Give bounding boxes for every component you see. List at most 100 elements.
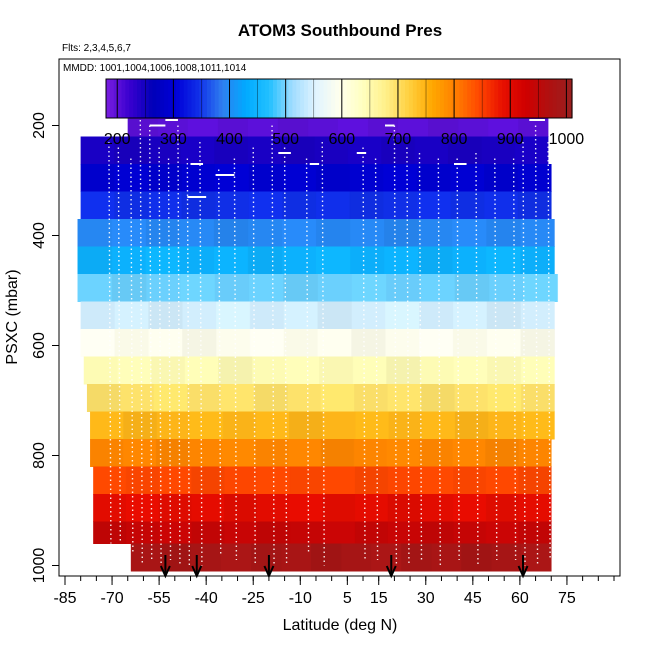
colorbar-cell (319, 79, 325, 118)
band-cell (255, 411, 290, 440)
band-cell (315, 246, 351, 275)
heatmap-band (80, 136, 549, 165)
colorbar-cell (137, 79, 142, 118)
band-cell (350, 219, 385, 247)
colorbar-cell (529, 79, 534, 118)
colorbar-cell (191, 79, 196, 118)
band-cell (367, 114, 399, 137)
y-tick-label: 600 (31, 332, 48, 359)
colorbar-cell (366, 79, 371, 118)
colorbar-cell (335, 79, 340, 118)
band-cell (248, 274, 284, 302)
colorbar-cell (280, 79, 286, 118)
band-cell (287, 384, 322, 412)
colorbar-cell (459, 79, 464, 118)
colorbar-cell (257, 79, 262, 118)
band-cell (520, 219, 555, 247)
colorbar-cell (331, 79, 336, 118)
band-cell (523, 274, 559, 302)
heatmap-band (77, 274, 559, 302)
y-tick-label: 200 (31, 112, 48, 139)
band-cell (285, 356, 320, 385)
colorbar-cell (486, 79, 492, 118)
band-cell (77, 274, 113, 302)
band-cell (123, 411, 157, 440)
band-cell (248, 164, 283, 192)
profile-trace (130, 158, 134, 555)
band-cell (148, 301, 183, 330)
colorbar-cell (533, 79, 538, 118)
colorbar-cell (373, 79, 379, 118)
colorbar-cell (296, 79, 301, 118)
colorbar-cell (339, 79, 344, 118)
colorbar-cell (381, 79, 387, 118)
x-tick-label: 30 (417, 590, 435, 607)
profile-trace (418, 152, 423, 561)
band-cell (187, 384, 222, 412)
colorbar-cell (405, 79, 410, 118)
colorbar-cell (552, 79, 558, 118)
colorbar-cell (249, 79, 255, 118)
band-cell (337, 114, 369, 137)
band-cell (248, 191, 283, 220)
colorbar-cell (276, 79, 282, 118)
colorbar-cell (463, 79, 468, 118)
colorbar-tick-label: 500 (272, 131, 299, 148)
colorbar-cell (513, 79, 519, 118)
heatmap-band (90, 439, 552, 467)
colorbar-cell (362, 79, 367, 118)
colorbar-cell (222, 79, 227, 118)
band-cell (256, 466, 291, 495)
band-cell (187, 114, 219, 137)
band-cell (307, 114, 339, 137)
colorbar-cell (432, 79, 437, 118)
band-cell (461, 543, 492, 572)
band-cell (431, 543, 462, 572)
band-cell (322, 521, 356, 544)
band-cell (224, 466, 258, 495)
band-cell (355, 411, 390, 440)
band-cell (452, 439, 486, 467)
band-cell (191, 521, 225, 544)
band-cell (153, 384, 188, 412)
x-tick-label: -40 (195, 590, 218, 607)
band-cell (145, 219, 181, 247)
band-cell (381, 136, 416, 165)
colorbar-cell (304, 79, 309, 118)
band-cell (253, 384, 288, 412)
colorbar-frame (105, 78, 573, 119)
heatmap-band (86, 384, 555, 412)
band-cell (93, 521, 127, 544)
band-cell (289, 466, 323, 495)
band-cell (283, 274, 319, 302)
band-cell (182, 301, 217, 330)
band-cell (485, 466, 520, 495)
band-cell (158, 521, 192, 544)
colorbar-cell (408, 79, 414, 118)
colorbar-cell (498, 79, 503, 118)
colorbar-tick-label: 800 (441, 131, 468, 148)
colorbar-tick-label: 400 (216, 131, 243, 148)
band-cell (521, 384, 555, 412)
band-cell (487, 356, 522, 385)
profile-trace (437, 158, 442, 566)
colorbar-cell (129, 79, 134, 118)
colorbar-cell (307, 79, 313, 118)
band-cell (80, 329, 116, 357)
band-cell (485, 521, 520, 544)
band-cell (452, 246, 487, 275)
colorbar-cell (517, 79, 523, 118)
band-cell (518, 439, 552, 467)
band-cell (488, 411, 522, 440)
band-cell (155, 439, 190, 467)
band-cell (520, 246, 555, 275)
band-cell (387, 494, 421, 522)
profile-trace (362, 147, 366, 561)
band-cell (386, 356, 421, 385)
colorbar-cell (342, 79, 348, 118)
colorbar-cell (121, 79, 127, 118)
band-cell (247, 114, 279, 137)
colorbar-cell (537, 79, 542, 118)
band-cell (217, 114, 249, 137)
band-cell (491, 543, 522, 572)
